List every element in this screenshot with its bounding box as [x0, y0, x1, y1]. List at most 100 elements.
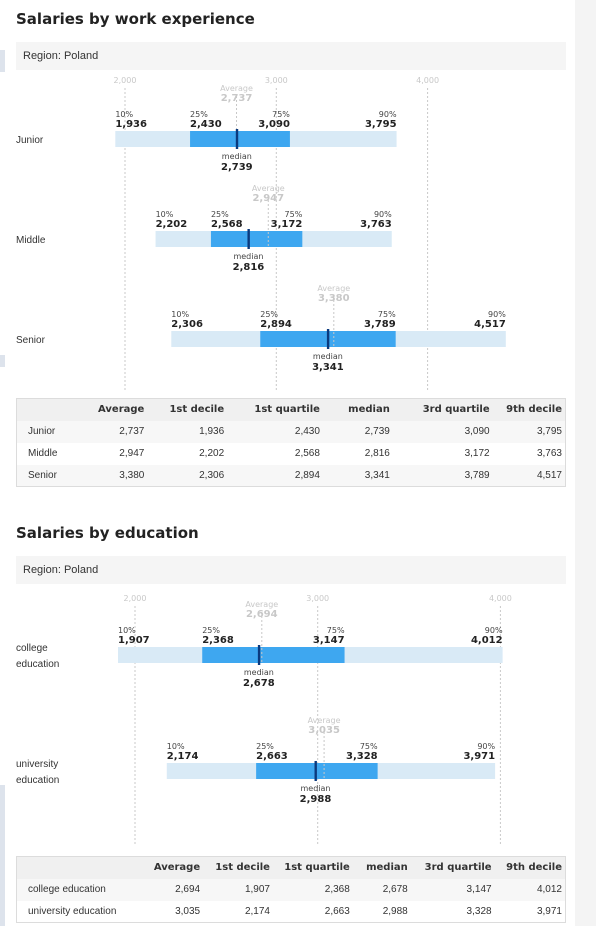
category-label: college: [16, 643, 48, 654]
average-value: 2,737: [221, 93, 253, 104]
percentile-value-q1: 2,430: [190, 119, 222, 130]
table-header: 3rd quartile: [392, 398, 493, 421]
x-tick-label: 3,000: [265, 76, 288, 85]
category-label: university: [16, 759, 58, 770]
average-value: 3,035: [308, 725, 340, 736]
section-title: Salaries by education: [16, 524, 199, 542]
percentile-label-q1: 25%: [260, 310, 278, 319]
x-tick-label: 3,000: [306, 594, 329, 603]
percentile-value-q1: 2,368: [202, 635, 234, 646]
average-label: Average: [317, 284, 350, 293]
table-header: 1st decile: [203, 856, 273, 879]
percentile-value-q3: 3,789: [364, 319, 396, 330]
table-header-row: Average 1st decile 1st quartile median 3…: [16, 856, 566, 879]
table-cell: 3,147: [410, 878, 495, 901]
percentile-label-q1: 25%: [202, 626, 220, 635]
table-cell: 2,568: [227, 442, 323, 465]
median-line: [235, 129, 239, 149]
section-work-experience: Salaries by work experience Region: Pola…: [16, 8, 566, 487]
table-cell: 3,380: [71, 464, 148, 487]
table-cell: 3,795: [492, 420, 566, 443]
percentile-label-p10: 10%: [115, 110, 133, 119]
median-label: median: [301, 784, 331, 793]
percentile-value-q1: 2,894: [260, 319, 292, 330]
data-table-education: Average 1st decile 1st quartile median 3…: [16, 856, 566, 923]
table-cell: 2,174: [203, 900, 273, 923]
table-cell: 2,368: [272, 878, 353, 901]
table-cell: 2,202: [147, 442, 228, 465]
table-cell: 3,789: [392, 464, 493, 487]
percentile-value-p10: 2,306: [171, 319, 203, 330]
percentile-value-q3: 3,172: [271, 219, 303, 230]
table-cell: 3,971: [494, 900, 566, 923]
table-header: Average: [128, 856, 204, 879]
table-header: 9th decile: [494, 856, 566, 879]
quartile-bar: [210, 231, 303, 247]
x-tick-label: 2,000: [124, 594, 147, 603]
table-cell: 2,894: [227, 464, 323, 487]
percentile-label-q3: 75%: [272, 110, 290, 119]
region-label: Region: Poland: [16, 42, 566, 70]
average-value: 3,380: [318, 293, 350, 304]
table-header: Average: [71, 398, 148, 421]
percentile-value-p90: 3,795: [365, 119, 397, 130]
left-edge-marker: [0, 355, 5, 367]
table-cell: 2,988: [352, 900, 411, 923]
table-row: Senior 3,380 2,306 2,894 3,341 3,789 4,5…: [16, 464, 566, 487]
table-header: 3rd quartile: [410, 856, 495, 879]
table-cell: 2,739: [322, 420, 393, 443]
median-label: median: [222, 152, 252, 161]
median-label: median: [244, 668, 274, 677]
percentile-value-p10: 2,202: [156, 219, 188, 230]
table-cell: 3,341: [322, 464, 393, 487]
table-cell: 4,517: [492, 464, 566, 487]
table-cell: 2,947: [71, 442, 148, 465]
category-label: Senior: [16, 335, 46, 346]
percentile-label-q3: 75%: [327, 626, 345, 635]
percentile-label-p90: 90%: [379, 110, 397, 119]
category-label: education: [16, 775, 59, 786]
table-cell: 3,090: [392, 420, 493, 443]
average-label: Average: [245, 600, 278, 609]
data-table-experience: Average 1st decile 1st quartile median 3…: [16, 398, 566, 487]
percentile-label-q1: 25%: [190, 110, 208, 119]
percentile-label-p90: 90%: [485, 626, 503, 635]
section-education: Salaries by education Region: Poland 2,0…: [16, 522, 566, 923]
percentile-value-q1: 2,568: [211, 219, 243, 230]
percentile-value-q1: 2,663: [256, 751, 288, 762]
category-label: Middle: [16, 235, 46, 246]
percentile-value-p90: 4,012: [471, 635, 503, 646]
median-value: 3,341: [312, 362, 344, 373]
table-header-row: Average 1st decile 1st quartile median 3…: [16, 398, 566, 421]
table-cell: 2,678: [352, 878, 411, 901]
percentile-label-q1: 25%: [211, 210, 229, 219]
page-right-strip: [575, 0, 596, 926]
percentile-value-p90: 3,971: [463, 751, 495, 762]
percentile-label-q3: 75%: [285, 210, 303, 219]
table-cell: 3,035: [128, 900, 204, 923]
percentile-label-q1: 25%: [256, 742, 274, 751]
table-header: [16, 856, 129, 879]
average-label: Average: [220, 84, 253, 93]
row-label: Senior: [16, 464, 72, 487]
table-row: Middle 2,947 2,202 2,568 2,816 3,172 3,7…: [16, 442, 566, 465]
percentile-value-p10: 2,174: [167, 751, 199, 762]
region-label: Region: Poland: [16, 556, 566, 584]
average-value: 2,694: [246, 609, 278, 620]
median-label: median: [233, 252, 263, 261]
table-header: 1st quartile: [227, 398, 323, 421]
boxplot-chart-experience: 2,000 3,000 4,000 Junior Average 2,737 10% 1,93…: [16, 70, 566, 398]
table-row: Junior 2,737 1,936 2,430 2,739 3,090 3,7…: [16, 420, 566, 443]
median-label: median: [313, 352, 343, 361]
left-edge-marker: [0, 50, 5, 72]
table-cell: 2,306: [147, 464, 228, 487]
median-line: [314, 761, 317, 781]
percentile-value-q3: 3,328: [346, 751, 378, 762]
chart-svg: 2,000 3,000 4,000JuniorAverage2,73710%1,93…: [16, 76, 506, 390]
median-value: 2,678: [243, 678, 275, 689]
table-cell: 3,763: [492, 442, 566, 465]
average-label: Average: [252, 184, 285, 193]
